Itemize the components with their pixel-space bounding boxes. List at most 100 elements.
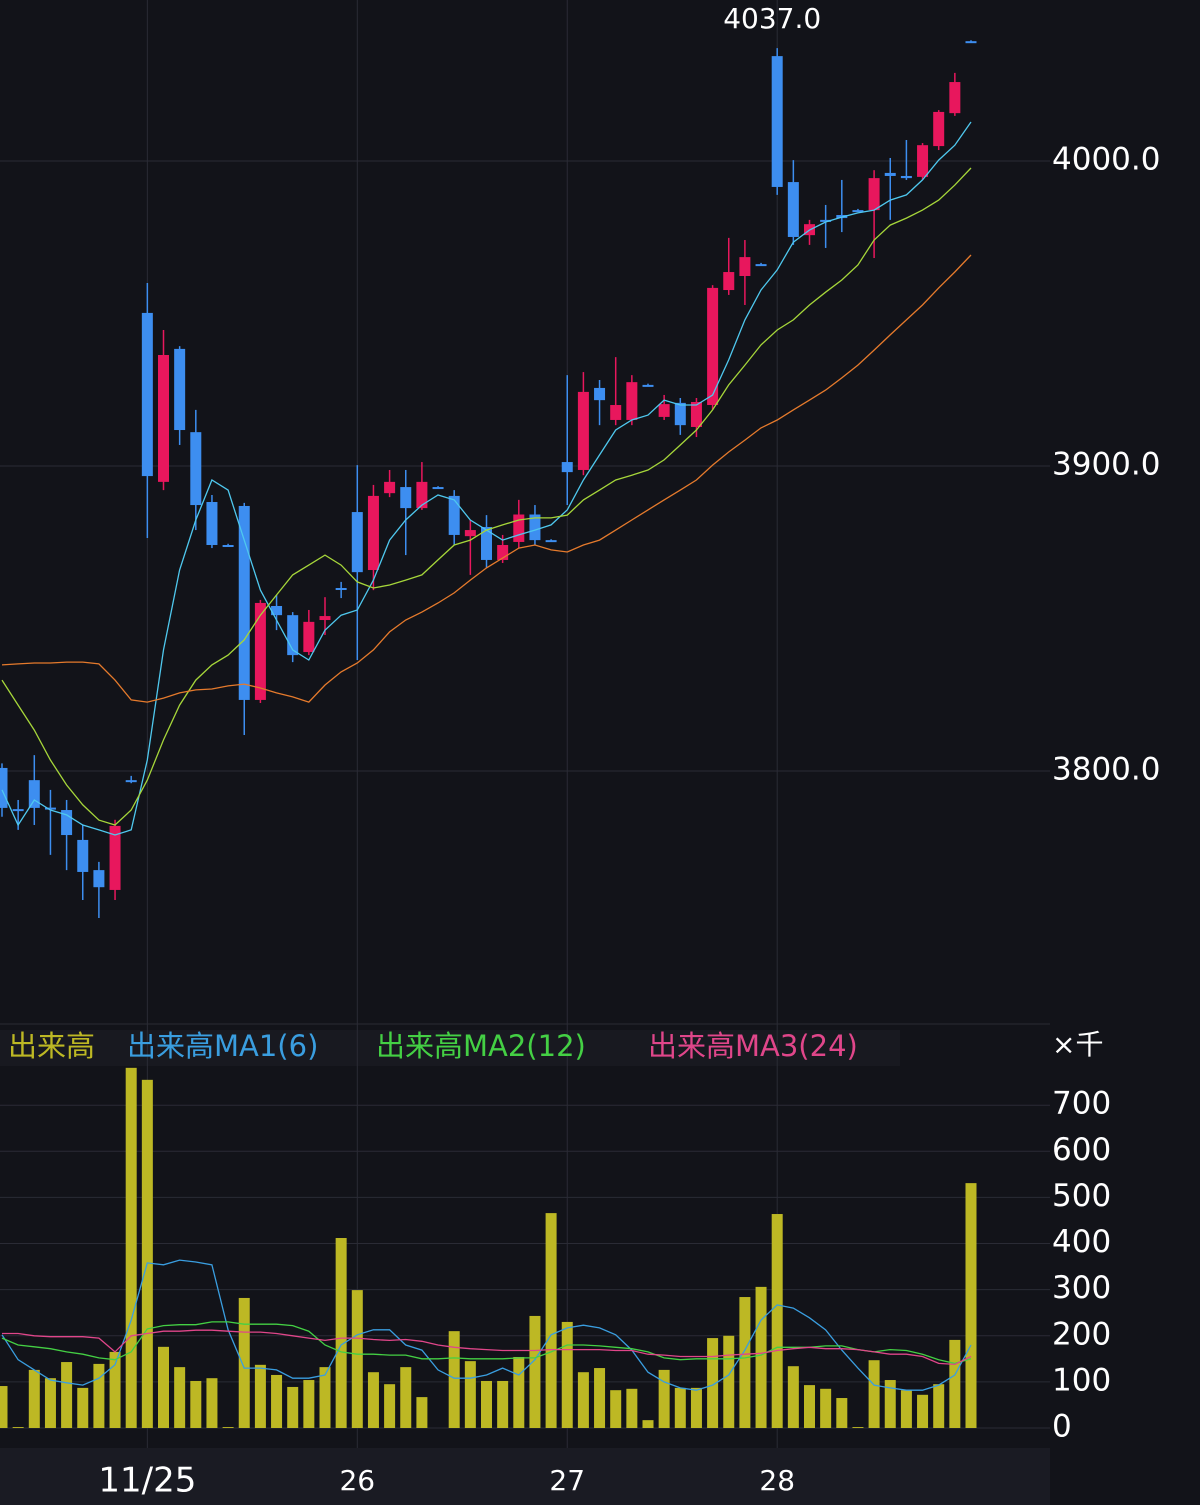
candle-body xyxy=(642,384,654,387)
volume-bar xyxy=(448,1331,460,1428)
candle-body xyxy=(190,432,202,506)
volume-bar xyxy=(626,1388,638,1428)
volume-bar xyxy=(44,1378,56,1428)
volume-bar xyxy=(109,1351,121,1428)
volume-bar xyxy=(900,1390,912,1428)
candle-body xyxy=(222,545,234,548)
candle-body xyxy=(707,287,719,406)
volume-bar xyxy=(949,1339,961,1428)
y-tick-label: 300 xyxy=(1052,1270,1111,1306)
candle-body xyxy=(0,767,8,808)
candle-body xyxy=(303,621,315,653)
date-strip xyxy=(0,1448,1050,1505)
volume-bar xyxy=(125,1067,137,1428)
volume-bar xyxy=(594,1368,606,1428)
line-2 xyxy=(1,254,972,703)
y-tick-label: 500 xyxy=(1052,1178,1111,1214)
candle-body xyxy=(141,312,153,477)
volume-bar xyxy=(93,1363,105,1428)
volume-bar xyxy=(77,1387,89,1428)
candle-body xyxy=(448,495,460,535)
volume-bar xyxy=(658,1369,670,1428)
volume-bar xyxy=(739,1297,751,1428)
candle-body xyxy=(513,514,525,542)
candle-body xyxy=(497,545,509,560)
volume-bar xyxy=(271,1374,283,1428)
candle-body xyxy=(271,606,283,616)
candle-body xyxy=(125,780,137,783)
volume-bar xyxy=(545,1213,557,1428)
volume-bar xyxy=(513,1356,525,1428)
volume-bar xyxy=(965,1183,977,1428)
volume-bar xyxy=(303,1380,315,1428)
y-tick-label: 700 xyxy=(1052,1086,1111,1122)
volume-bar xyxy=(351,1290,363,1428)
legend-entry: 出来高MA2(12) xyxy=(376,1029,586,1063)
candle-body xyxy=(884,172,896,176)
volume-bar xyxy=(141,1079,153,1428)
candle-body xyxy=(158,355,169,482)
y-unit-label: ×千 xyxy=(1052,1028,1103,1061)
volume-bar xyxy=(222,1427,234,1428)
candle-body xyxy=(93,870,105,888)
volume-bar xyxy=(707,1338,719,1428)
candle-body xyxy=(610,405,622,420)
volume-bar xyxy=(852,1427,864,1428)
candle-body xyxy=(771,56,783,187)
candle-body xyxy=(577,391,589,470)
candle-body xyxy=(690,401,702,427)
candle-body xyxy=(868,178,880,211)
candle-body xyxy=(254,602,266,700)
volume-bar xyxy=(884,1380,896,1428)
volume-bar xyxy=(12,1427,24,1428)
y-tick-label: 200 xyxy=(1052,1316,1111,1352)
volume-bar xyxy=(287,1386,299,1428)
volume-bar xyxy=(755,1286,767,1428)
candle-body xyxy=(933,111,945,147)
candle-body xyxy=(77,839,89,872)
volume-bar xyxy=(642,1420,654,1428)
candle-body xyxy=(820,219,832,222)
x-tick-label: 11/25 xyxy=(98,1461,196,1501)
volume-bar xyxy=(497,1380,509,1428)
volume-bar xyxy=(254,1364,266,1428)
candle-body xyxy=(416,481,428,509)
legend-entry: 出来高 xyxy=(8,1029,95,1063)
candle-body xyxy=(238,505,250,700)
volume-bar xyxy=(400,1367,412,1428)
volume-bar xyxy=(529,1315,541,1428)
volume-bar xyxy=(238,1297,250,1428)
volume-bar xyxy=(868,1360,880,1428)
candle-body xyxy=(723,272,735,291)
volume-bar xyxy=(61,1362,73,1428)
candle-body xyxy=(917,145,929,177)
candle-body xyxy=(658,404,670,417)
x-tick-label: 26 xyxy=(339,1464,375,1497)
labels: 11/25 26 27 28 3800.0 3900.0 4000.0 0 100 200 300 4… xyxy=(8,2,1160,1500)
volume-bar xyxy=(577,1372,589,1428)
candle-body xyxy=(674,402,686,426)
volume-bar xyxy=(804,1385,815,1428)
line-1 xyxy=(1,1259,972,1391)
volume-bar xyxy=(820,1388,832,1428)
candle-body xyxy=(61,810,73,836)
line-3 xyxy=(2,1329,972,1366)
grid xyxy=(0,0,1050,1448)
candle-body xyxy=(400,487,412,509)
volume-bar xyxy=(416,1397,428,1428)
volume-bar xyxy=(464,1361,476,1428)
candle-body xyxy=(109,825,121,890)
volume-bar xyxy=(610,1390,622,1428)
candle-body xyxy=(335,588,347,591)
y-tick-label: 100 xyxy=(1052,1362,1111,1398)
candle-body xyxy=(900,175,912,179)
x-tick-label: 27 xyxy=(549,1464,585,1497)
candle-body xyxy=(174,348,186,431)
volume-bar xyxy=(836,1398,848,1428)
candle-body xyxy=(594,387,606,401)
volume-bar xyxy=(481,1380,492,1428)
candle-body xyxy=(626,382,638,420)
candle-body xyxy=(319,616,331,621)
